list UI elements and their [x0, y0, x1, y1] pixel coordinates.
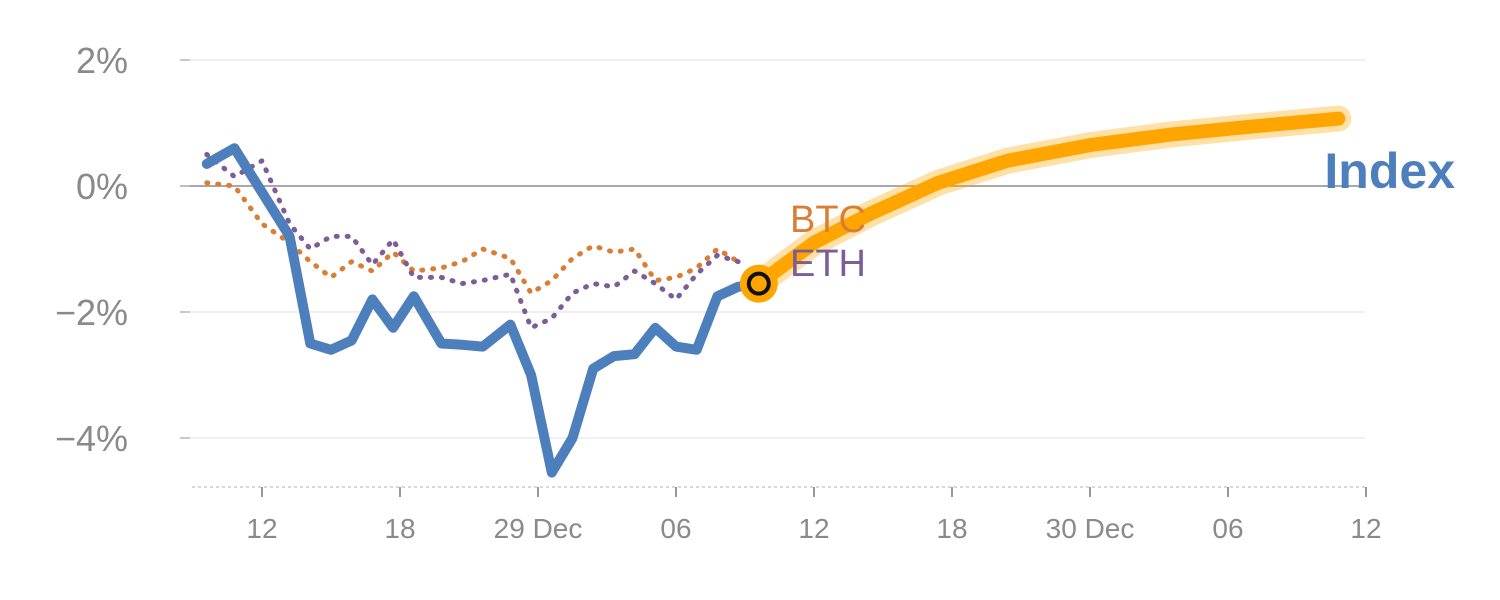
y-tick-label-1: 0%	[76, 166, 128, 207]
x-tick-label-0: 12	[246, 513, 277, 544]
axes: 2% 0% −2% −4% 12 18 29 Dec 06 12 18 30 Dec 06 12	[55, 40, 1382, 544]
y-tick-label-0: 2%	[76, 40, 128, 81]
x-tick-label-4: 12	[798, 513, 829, 544]
series-line-eth	[204, 152, 741, 331]
x-tick-label-8: 12	[1350, 513, 1381, 544]
y-tick-label-2: −2%	[55, 292, 128, 333]
x-tick-label-6: 30 Dec	[1046, 513, 1135, 544]
series-label-btc: BTC	[790, 199, 866, 241]
series-line-btc	[204, 180, 741, 296]
gridlines	[180, 59, 1365, 439]
x-tick-label-5: 18	[936, 513, 967, 544]
series-labels: BTC ETH Index	[790, 143, 1455, 285]
series-line-index	[201, 143, 764, 478]
y-tick-label-3: −4%	[55, 418, 128, 459]
current-point-marker	[746, 271, 771, 296]
forecast-band-line	[751, 111, 1346, 291]
series-label-eth: ETH	[790, 243, 866, 285]
x-tick-label-1: 18	[384, 513, 415, 544]
x-tick-label-7: 06	[1212, 513, 1243, 544]
series-label-index: Index	[1324, 143, 1455, 199]
x-tick-label-2: 29 Dec	[494, 513, 583, 544]
series-layer	[201, 105, 1352, 478]
x-tick-label-3: 06	[660, 513, 691, 544]
